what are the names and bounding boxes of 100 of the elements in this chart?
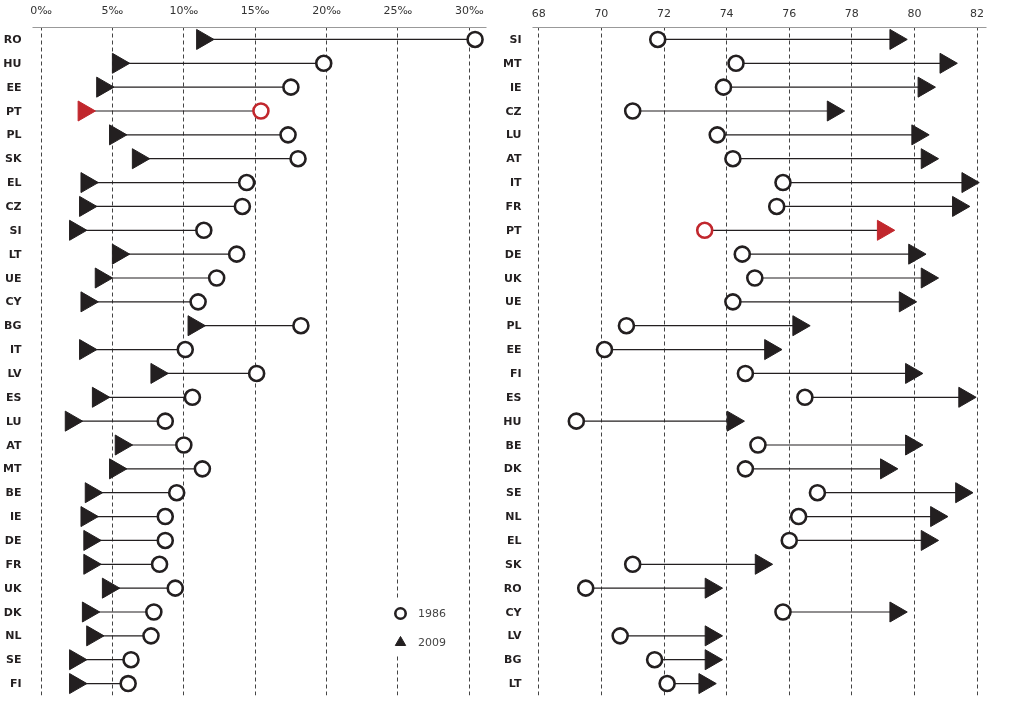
point [77,100,96,122]
y-tick-label: SI [509,32,522,46]
point [736,460,755,478]
y-tick-label: RO [3,32,22,46]
point [247,364,266,383]
point [167,483,186,502]
y-tick-label: LT [8,247,22,261]
point [289,149,307,168]
y-tick-label: ES [506,390,522,404]
x-tick-label: 15‰ [240,3,270,17]
y-tick-label: MT [3,462,22,476]
point [898,291,918,313]
point [780,531,799,550]
point [176,340,195,359]
point [617,316,636,335]
point [91,386,111,408]
point [576,579,595,597]
point [252,102,270,120]
y-tick-label: EL [6,176,22,190]
point [195,221,213,240]
point [94,267,114,289]
legend-label: 1986 [418,606,446,620]
point [83,553,102,575]
y-tick-label: SK [505,557,522,571]
point [695,221,714,240]
point [767,197,786,216]
point [101,577,121,599]
y-tick-label: CZ [5,199,22,213]
y-tick-label: UE [505,295,522,309]
point [145,603,163,621]
y-tick-label: PT [505,223,522,237]
y-tick-label: LV [7,366,22,380]
point [955,482,974,504]
point [114,434,134,456]
y-tick-label: PL [506,319,522,333]
point [111,52,131,74]
y-tick-label: DK [503,462,522,476]
y-tick-label: AT [506,152,522,166]
x-tick-label: 82 [970,6,985,20]
point [227,245,246,263]
x-tick-label: 70 [594,6,609,20]
point [567,412,586,430]
point [920,267,940,289]
y-tick-label: SK [5,152,22,166]
y-tick-label: UK [4,581,22,595]
point [724,149,742,168]
point [774,603,792,621]
point [905,434,924,456]
x-tick-label: 72 [657,6,671,20]
y-tick-label: IE [509,80,522,94]
point [150,362,169,384]
point [175,436,193,454]
point [726,410,745,432]
point [79,195,98,217]
y-tick-label: CY [5,295,23,309]
point [889,28,908,50]
point [84,482,104,504]
x-tick-label: 68 [531,6,546,20]
point [876,219,896,241]
y-tick-label: LV [507,629,522,643]
point [69,219,88,241]
x-tick-label: 0‰ [30,3,53,17]
point [131,148,151,170]
y-tick-label: IT [9,343,22,357]
point [109,124,128,146]
point [930,506,949,528]
point [908,243,927,265]
y-tick-label: BE [5,486,22,500]
point [796,388,814,407]
point [80,506,99,528]
x-tick-label: 5‰ [101,3,124,17]
point [142,627,160,645]
point [207,269,226,287]
point [279,126,297,144]
y-tick-label: AT [6,438,22,452]
point [80,172,99,194]
y-tick-label: LU [5,414,22,428]
point [746,269,764,287]
point [905,362,924,384]
y-tick-label: PL [6,128,22,142]
point [623,102,642,120]
point [792,315,811,337]
y-tick-label: CY [505,605,523,619]
x-tick-label: 10‰ [169,3,199,17]
point [156,412,175,430]
y-tick-label: FR [5,557,23,571]
point [939,52,958,74]
point [233,197,252,216]
point [237,173,256,192]
point [611,627,629,645]
point [952,195,971,217]
x-tick-label: 20‰ [312,3,342,17]
point [79,339,98,361]
point [733,245,752,263]
y-tick-label: IE [9,510,22,524]
y-tick-label: EE [6,80,22,94]
point [292,316,310,335]
x-tick-label: 78 [844,6,859,20]
y-tick-label: IT [509,176,522,190]
point [648,30,667,49]
